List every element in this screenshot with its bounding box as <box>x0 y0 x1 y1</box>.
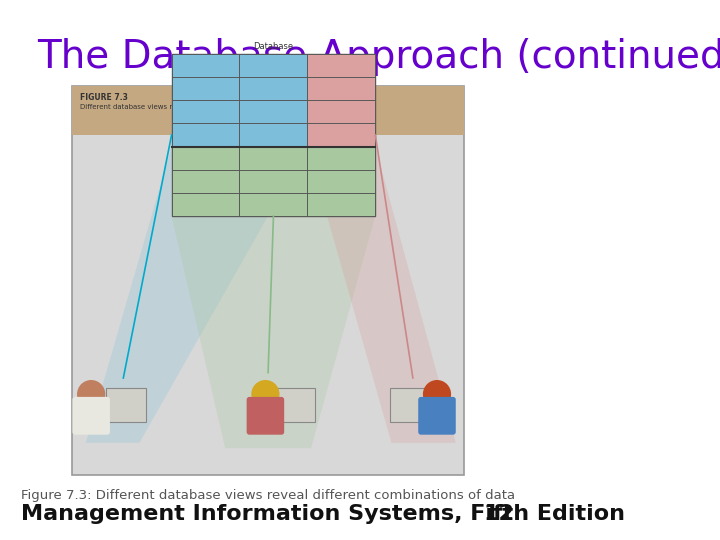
FancyBboxPatch shape <box>307 146 375 170</box>
FancyBboxPatch shape <box>307 193 375 216</box>
FancyBboxPatch shape <box>171 170 240 193</box>
FancyBboxPatch shape <box>171 54 240 77</box>
FancyBboxPatch shape <box>240 54 307 77</box>
Text: The Database Approach (continued): The Database Approach (continued) <box>37 38 720 76</box>
FancyBboxPatch shape <box>307 100 375 124</box>
FancyBboxPatch shape <box>106 388 146 422</box>
FancyBboxPatch shape <box>240 170 307 193</box>
FancyBboxPatch shape <box>171 146 240 170</box>
FancyBboxPatch shape <box>171 100 240 124</box>
FancyBboxPatch shape <box>73 86 464 135</box>
Text: Management Information Systems, Fifth Edition: Management Information Systems, Fifth Ed… <box>22 504 626 524</box>
Text: FIGURE 7.3: FIGURE 7.3 <box>81 93 128 102</box>
FancyBboxPatch shape <box>307 54 375 77</box>
Polygon shape <box>171 216 375 448</box>
Text: Database: Database <box>253 42 294 51</box>
Polygon shape <box>86 146 307 443</box>
FancyBboxPatch shape <box>240 77 307 100</box>
FancyBboxPatch shape <box>171 124 240 146</box>
FancyBboxPatch shape <box>418 397 456 435</box>
FancyBboxPatch shape <box>171 54 375 216</box>
Text: Figure 7.3: Different database views reveal different combinations of data: Figure 7.3: Different database views rev… <box>21 489 515 502</box>
FancyBboxPatch shape <box>390 388 430 422</box>
FancyBboxPatch shape <box>171 193 240 216</box>
Circle shape <box>423 381 451 408</box>
FancyBboxPatch shape <box>73 86 464 475</box>
FancyBboxPatch shape <box>240 193 307 216</box>
FancyBboxPatch shape <box>307 170 375 193</box>
FancyBboxPatch shape <box>240 100 307 124</box>
Polygon shape <box>307 146 456 443</box>
FancyBboxPatch shape <box>240 146 307 170</box>
FancyBboxPatch shape <box>275 388 315 422</box>
Circle shape <box>78 381 104 408</box>
FancyBboxPatch shape <box>307 124 375 146</box>
FancyBboxPatch shape <box>247 397 284 435</box>
FancyBboxPatch shape <box>171 77 240 100</box>
FancyBboxPatch shape <box>73 397 110 435</box>
FancyBboxPatch shape <box>240 124 307 146</box>
Text: 12: 12 <box>484 504 515 524</box>
FancyBboxPatch shape <box>307 77 375 100</box>
Text: Different database views reveal different combinations of data.: Different database views reveal differen… <box>81 104 302 110</box>
Circle shape <box>252 381 279 408</box>
